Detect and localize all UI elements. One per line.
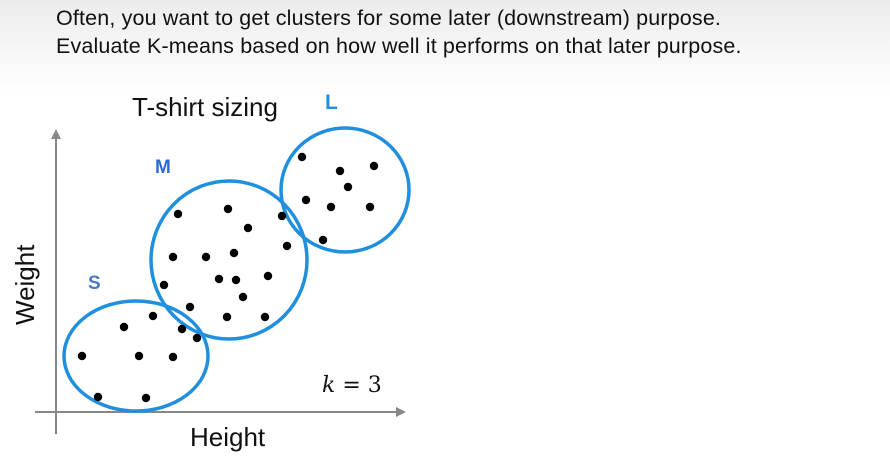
cluster-m-label: M xyxy=(155,157,171,178)
data-point xyxy=(365,202,375,212)
data-point xyxy=(168,252,178,262)
data-point xyxy=(282,241,292,251)
data-point xyxy=(119,322,129,332)
data-point xyxy=(185,302,195,312)
data-point xyxy=(148,311,158,321)
data-point xyxy=(229,248,239,258)
data-point xyxy=(231,275,241,285)
data-point xyxy=(297,152,307,162)
header-background xyxy=(0,0,890,95)
data-point xyxy=(326,202,336,212)
cluster-s-label: S xyxy=(88,273,101,294)
data-point xyxy=(243,223,253,233)
diagram-title: T-shirt sizing xyxy=(132,92,278,122)
data-point xyxy=(223,204,233,214)
cluster-s-ellipse xyxy=(62,299,210,413)
caption-line-1: Often, you want to get clusters for some… xyxy=(56,6,722,30)
data-point xyxy=(168,352,178,362)
data-point xyxy=(238,292,248,302)
data-point xyxy=(222,312,232,322)
data-point xyxy=(159,280,169,290)
data-point xyxy=(277,211,287,221)
data-point xyxy=(263,271,273,281)
data-point xyxy=(192,333,202,343)
data-point xyxy=(77,351,87,361)
data-point xyxy=(318,235,328,245)
data-point xyxy=(214,274,224,284)
data-point xyxy=(201,252,211,262)
data-point xyxy=(141,393,151,403)
data-point xyxy=(93,392,103,402)
x-axis-label: Height xyxy=(190,422,266,452)
data-point xyxy=(173,209,183,219)
data-point xyxy=(301,195,311,205)
k-annotation: k = 3 xyxy=(322,373,382,398)
data-point xyxy=(134,351,144,361)
data-point xyxy=(369,161,379,171)
caption-line-2: Evaluate K-means based on how well it pe… xyxy=(56,34,742,58)
cluster-l-label: L xyxy=(325,91,338,114)
data-point xyxy=(177,324,187,334)
cluster-m-ellipse xyxy=(149,179,309,341)
data-point xyxy=(343,182,353,192)
data-point xyxy=(335,166,345,176)
k-value: = 3 xyxy=(335,373,381,398)
data-point xyxy=(260,312,270,322)
cluster-l-ellipse xyxy=(279,126,411,254)
y-axis-label: Weight xyxy=(10,244,40,325)
data-points xyxy=(77,152,379,403)
k-variable: k xyxy=(322,373,335,398)
